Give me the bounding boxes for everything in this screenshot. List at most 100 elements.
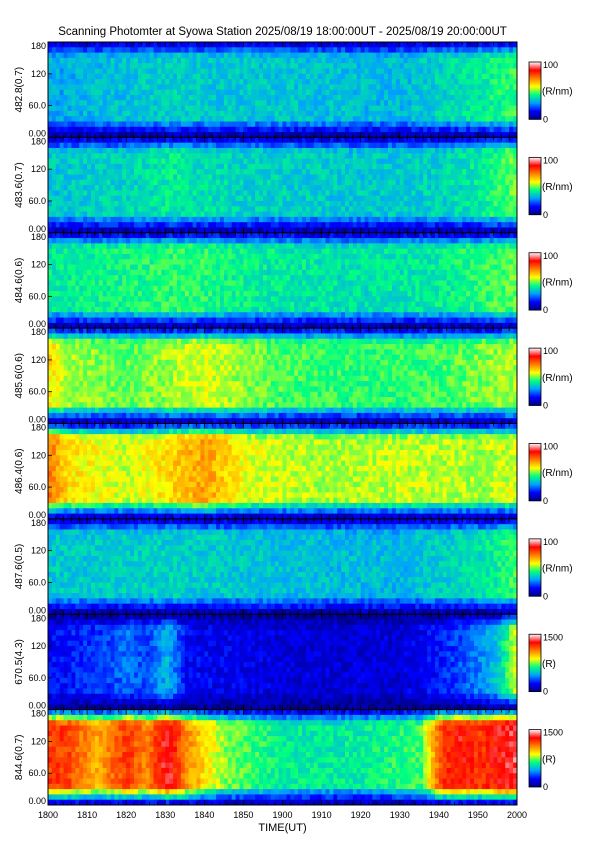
heatmap-cell (348, 137, 354, 144)
heatmap-cell (235, 47, 240, 53)
heatmap-cell (102, 280, 108, 287)
heatmap-cell (423, 142, 428, 149)
heatmap-cell (313, 153, 319, 159)
heatmap-cell (341, 163, 346, 170)
heatmap-cell (165, 227, 170, 234)
heatmap-cell (298, 47, 303, 53)
heatmap-cell (133, 100, 139, 106)
heatmap-cell (239, 121, 244, 128)
heatmap-cell (114, 73, 119, 80)
heatmap-cell (450, 211, 455, 218)
heatmap-cell (51, 306, 57, 313)
heatmap-cell (485, 147, 491, 154)
heatmap-cell (485, 94, 491, 101)
heatmap-cell (90, 121, 96, 128)
heatmap-cell (161, 121, 166, 128)
heatmap-cell (188, 126, 194, 133)
heatmap-cell (298, 94, 303, 101)
heatmap-cell (419, 121, 424, 128)
heatmap-cell (137, 89, 143, 96)
heatmap-cell (305, 137, 311, 144)
heatmap-cell (71, 179, 76, 186)
heatmap-cell (458, 158, 463, 165)
heatmap-cell (290, 94, 295, 101)
heatmap-cell (431, 79, 436, 85)
heatmap-cell (419, 227, 424, 234)
heatmap-cell (427, 206, 432, 212)
heatmap-cell (329, 185, 334, 191)
heatmap-cell (403, 89, 408, 96)
heatmap-cell (126, 57, 131, 64)
heatmap-cell (438, 174, 444, 181)
heatmap-cell (63, 57, 68, 64)
heatmap-cell (180, 73, 186, 80)
heatmap-cell (157, 94, 162, 101)
heatmap-cell (341, 68, 346, 75)
heatmap-cell (384, 153, 389, 159)
heatmap-cell (431, 132, 436, 138)
heatmap-cell (333, 190, 338, 197)
heatmap-cell (157, 222, 162, 228)
heatmap-cell (157, 100, 162, 106)
heatmap-cell (106, 216, 111, 223)
heatmap-cell (169, 153, 174, 159)
heatmap-cell (67, 306, 72, 313)
heatmap-cell (454, 190, 459, 197)
heatmap-cell (161, 153, 166, 159)
heatmap-cell (376, 185, 381, 191)
heatmap-cell (106, 296, 111, 303)
heatmap-cell (360, 142, 365, 149)
heatmap-cell (216, 79, 221, 85)
heatmap-cell (231, 216, 236, 223)
heatmap-cell (352, 47, 358, 53)
heatmap-cell (157, 126, 162, 133)
heatmap-cell (411, 52, 416, 59)
heatmap-cell (173, 200, 178, 207)
heatmap-cell (415, 227, 420, 234)
heatmap-cell (204, 185, 209, 191)
heatmap-cell (262, 206, 268, 212)
heatmap-cell (431, 169, 436, 175)
heatmap-cell (79, 132, 84, 138)
heatmap-cell (126, 137, 131, 144)
heatmap-cell (345, 174, 350, 181)
heatmap-cell (434, 63, 440, 69)
heatmap-cell (192, 100, 197, 106)
heatmap-cell (118, 147, 123, 154)
heatmap-cell (309, 79, 315, 85)
heatmap-cell (145, 163, 151, 170)
heatmap-cell (423, 137, 428, 144)
heatmap-cells (48, 42, 518, 138)
heatmap-cell (165, 158, 170, 165)
heatmap-cell (391, 57, 397, 64)
heatmap-cell (106, 94, 111, 101)
heatmap-cell (98, 126, 104, 133)
heatmap-cell (126, 306, 131, 313)
heatmap-cell (298, 147, 303, 154)
heatmap-cell (94, 269, 100, 276)
heatmap-cell (407, 222, 412, 228)
heatmap-cell (513, 94, 518, 101)
heatmap-cell (384, 195, 389, 202)
heatmap-cell (208, 121, 213, 128)
heatmap-cell (458, 94, 463, 101)
heatmap-cell (137, 216, 143, 223)
heatmap-cell (90, 253, 96, 260)
heatmap-cell (477, 73, 483, 80)
heatmap-cell (274, 200, 279, 207)
heatmap-cell (501, 216, 506, 223)
heatmap-cell (333, 126, 338, 133)
heatmap-cell (474, 153, 479, 159)
heatmap-cell (337, 163, 342, 170)
heatmap-cell (501, 163, 506, 170)
heatmap-cell (368, 89, 373, 96)
heatmap-cell (427, 169, 432, 175)
heatmap-cell (278, 169, 283, 175)
heatmap-cell (509, 105, 514, 112)
heatmap-cell (278, 105, 283, 112)
heatmap-cell (67, 195, 72, 202)
heatmap-cell (75, 179, 80, 186)
heatmap-cell (454, 169, 459, 175)
heatmap-cell (286, 47, 291, 53)
heatmap-cell (442, 73, 448, 80)
